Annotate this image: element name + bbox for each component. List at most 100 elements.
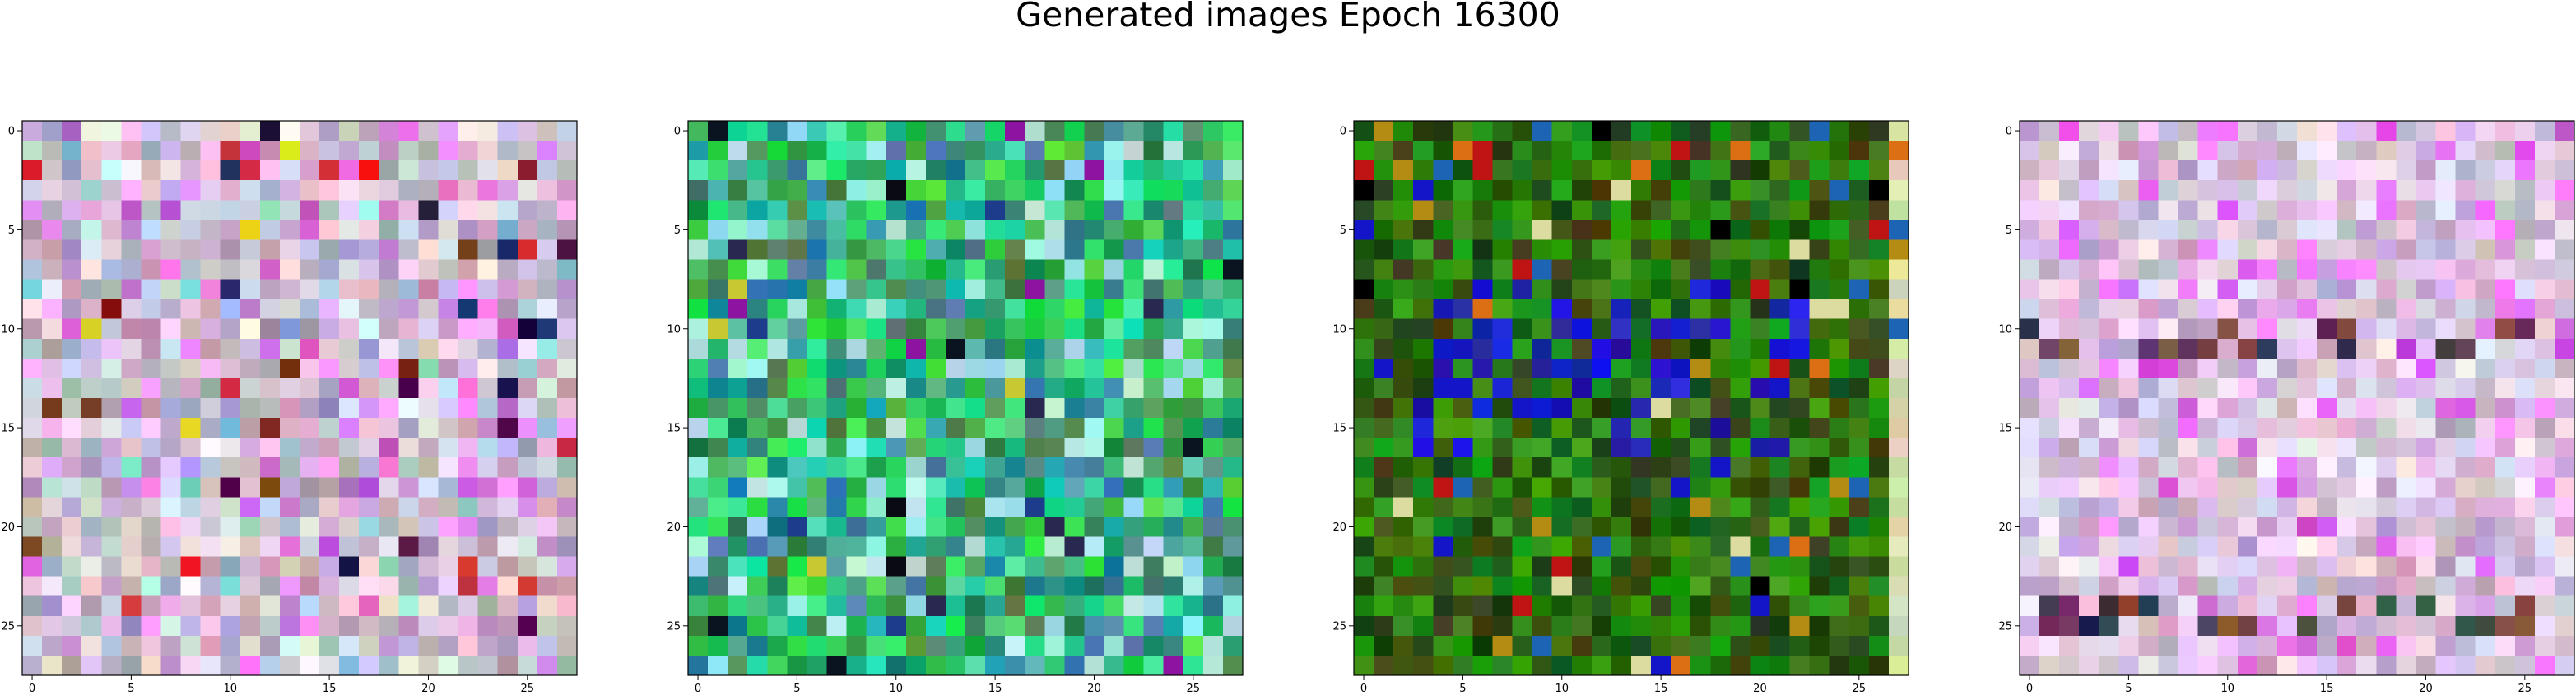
pixel-cell — [160, 655, 182, 676]
pixel-cell — [517, 338, 538, 359]
pixel-cell — [1374, 497, 1394, 518]
pixel-cell — [1671, 279, 1691, 300]
pixel-cell — [1769, 398, 1791, 419]
pixel-cell — [688, 141, 709, 161]
pixel-cell — [438, 418, 459, 438]
pixel-cell — [2396, 200, 2417, 220]
pixel-cell — [826, 160, 848, 181]
pixel-cell — [1671, 220, 1691, 241]
pixel-cell — [42, 477, 63, 498]
pixel-cell — [2217, 141, 2239, 161]
pixel-cell — [688, 438, 709, 458]
pixel-cell — [747, 457, 768, 478]
y-tick-label: 25 — [1332, 620, 1346, 632]
pixel-cell — [2276, 318, 2298, 340]
pixel-cell — [1064, 457, 1086, 478]
pixel-cell — [1671, 615, 1691, 637]
pixel-cell — [1453, 141, 1474, 161]
pixel-cell — [2138, 338, 2160, 359]
pixel-cell — [1492, 477, 1514, 498]
pixel-cell — [1631, 200, 1652, 220]
pixel-cell — [866, 655, 887, 676]
pixel-cell — [101, 556, 122, 577]
pixel-cell — [2356, 121, 2377, 141]
pixel-cell — [2020, 517, 2040, 538]
pixel-cell — [1492, 655, 1514, 676]
pixel-cell — [1848, 398, 1870, 419]
pixel-cell — [1104, 497, 1125, 518]
pixel-cell — [2337, 418, 2357, 438]
pixel-cell — [1848, 576, 1870, 597]
pixel-cell — [1084, 615, 1105, 637]
pixel-cell — [886, 338, 907, 359]
pixel-cell — [1769, 318, 1791, 340]
x-tick-label: 15 — [2320, 683, 2334, 695]
pixel-cell — [2276, 121, 2298, 141]
pixel-cell — [1064, 279, 1086, 300]
pixel-cell — [747, 160, 768, 181]
pixel-cell — [1690, 160, 1711, 181]
pixel-cell — [1433, 220, 1453, 241]
pixel-cell — [2059, 279, 2080, 300]
pixel-cell — [259, 378, 281, 399]
pixel-cell — [239, 239, 261, 261]
pixel-cell — [339, 556, 360, 577]
pixel-cell — [339, 358, 360, 379]
pixel-cell — [418, 438, 439, 458]
pixel-cell — [438, 438, 459, 458]
pixel-cell — [1888, 338, 1909, 359]
pixel-cell — [1532, 457, 1553, 478]
pixel-cell — [905, 438, 927, 458]
pixel-cell — [767, 615, 788, 637]
pixel-cell — [2554, 398, 2575, 419]
pixel-cell — [42, 121, 63, 141]
pixel-cell — [220, 457, 241, 478]
pixel-cell — [2059, 299, 2080, 320]
pixel-cell — [121, 655, 142, 676]
pixel-cell — [101, 536, 122, 558]
pixel-cell — [1123, 160, 1145, 181]
pixel-cell — [1354, 220, 1374, 241]
pixel-cell — [2039, 121, 2060, 141]
pixel-cell — [1631, 635, 1652, 656]
pixel-cell — [1354, 576, 1374, 597]
pixel-cell — [279, 536, 300, 558]
pixel-cell — [1571, 239, 1593, 261]
pixel-cell — [2356, 180, 2377, 201]
pixel-cell — [1163, 615, 1184, 637]
pixel-cell — [1393, 160, 1414, 181]
pixel-cell — [1848, 418, 1870, 438]
pixel-cell — [1123, 259, 1145, 280]
pixel-cell — [1143, 418, 1165, 438]
pixel-cell — [866, 338, 887, 359]
pixel-cell — [1730, 497, 1751, 518]
pixel-cell — [220, 497, 241, 518]
pixel-cell — [2396, 358, 2417, 379]
pixel-cell — [2554, 536, 2575, 558]
pixel-cell — [1183, 556, 1204, 577]
pixel-cell — [259, 121, 281, 141]
pixel-cell — [2455, 121, 2476, 141]
pixel-cell — [517, 160, 538, 181]
pixel-cell — [2337, 635, 2357, 656]
pixel-cell — [2514, 318, 2536, 340]
pixel-cell — [688, 279, 709, 300]
pixel-cell — [708, 556, 728, 577]
pixel-cell — [81, 595, 102, 617]
pixel-cell — [101, 655, 122, 676]
pixel-cell — [319, 358, 340, 379]
pixel-cell — [1730, 318, 1751, 340]
pixel-cell — [319, 121, 340, 141]
pixel-cell — [259, 477, 281, 498]
pixel-cell — [945, 220, 966, 241]
pixel-cell — [1809, 418, 1830, 438]
pixel-cell — [160, 576, 182, 597]
pixel-cell — [1868, 141, 1890, 161]
pixel-cell — [2554, 121, 2575, 141]
pixel-cell — [985, 576, 1006, 597]
pixel-cell — [846, 635, 867, 656]
pixel-cell — [1829, 121, 1850, 141]
pixel-cell — [965, 239, 986, 261]
pixel-cell — [2178, 398, 2199, 419]
